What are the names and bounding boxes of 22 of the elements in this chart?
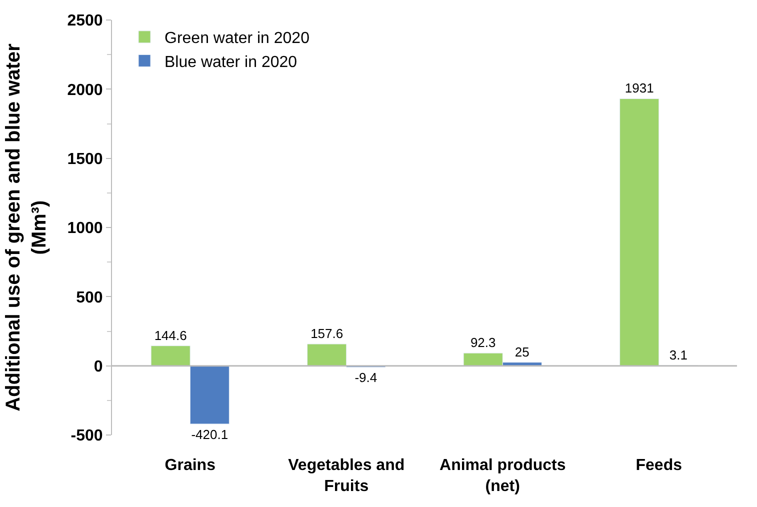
data-label: 157.6 (310, 326, 344, 342)
y-tick-label: 1500 (67, 150, 103, 168)
y-axis-title: Additional use of green and blue water (Mm³) (2, 43, 51, 412)
data-label: 92.3 (470, 335, 496, 350)
x-tick-label: Vegetables and Fruits (288, 457, 405, 495)
x-tick-label: Feeds (636, 457, 682, 474)
y-tick-label: 0 (94, 358, 103, 376)
x-tick-label: Animal products (net) (440, 457, 566, 495)
data-label: 3.1 (669, 347, 688, 362)
data-label: -9.4 (354, 370, 378, 386)
y-tick-label: -500 (70, 428, 103, 445)
data-label: 144.6 (154, 328, 187, 343)
legend-label: Blue water in 2020 (164, 54, 298, 71)
y-tick-label: 1000 (67, 220, 103, 238)
x-tick-label: Grains (164, 457, 216, 474)
y-tick-label: 2000 (67, 82, 103, 99)
y-tick-label: 2500 (67, 12, 103, 30)
data-label: -420.1 (191, 426, 228, 442)
legend-label: Green water in 2020 (164, 30, 310, 48)
y-tick-label: 500 (76, 289, 103, 306)
data-label: 25 (514, 344, 530, 360)
data-label: 1931 (624, 80, 654, 96)
